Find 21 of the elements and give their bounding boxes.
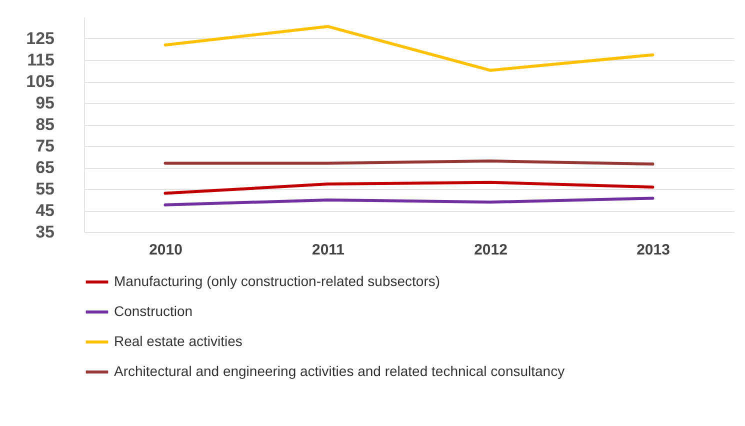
y-tick-label: 105 (26, 72, 54, 91)
y-tick-label: 65 (36, 158, 54, 177)
y-tick-label: 115 (27, 50, 54, 70)
y-tick-label: 125 (26, 29, 54, 48)
x-tick-label: 2013 (636, 242, 670, 258)
y-tick-label: 75 (36, 136, 54, 156)
x-tick-label: 2010 (149, 242, 182, 258)
legend-label: Architectural and engineering activities and related technical consultancy (114, 363, 565, 379)
y-tick-label: 35 (36, 222, 54, 242)
line-series (164, 196, 654, 206)
x-tick-label: 2011 (312, 242, 345, 258)
legend-label: Real estate activities (114, 333, 242, 349)
y-tick-label: 55 (36, 180, 54, 198)
y-tick-label: 95 (36, 94, 54, 112)
y-tick-label: 85 (36, 115, 54, 134)
x-tick-label: 2012 (474, 242, 508, 258)
y-tick-label: 45 (36, 201, 54, 220)
legend-label: Manufacturing (only construction-related subsectors) (114, 273, 440, 289)
line-series (164, 180, 654, 195)
line-series (164, 24, 654, 72)
legend-label: Construction (114, 303, 193, 319)
